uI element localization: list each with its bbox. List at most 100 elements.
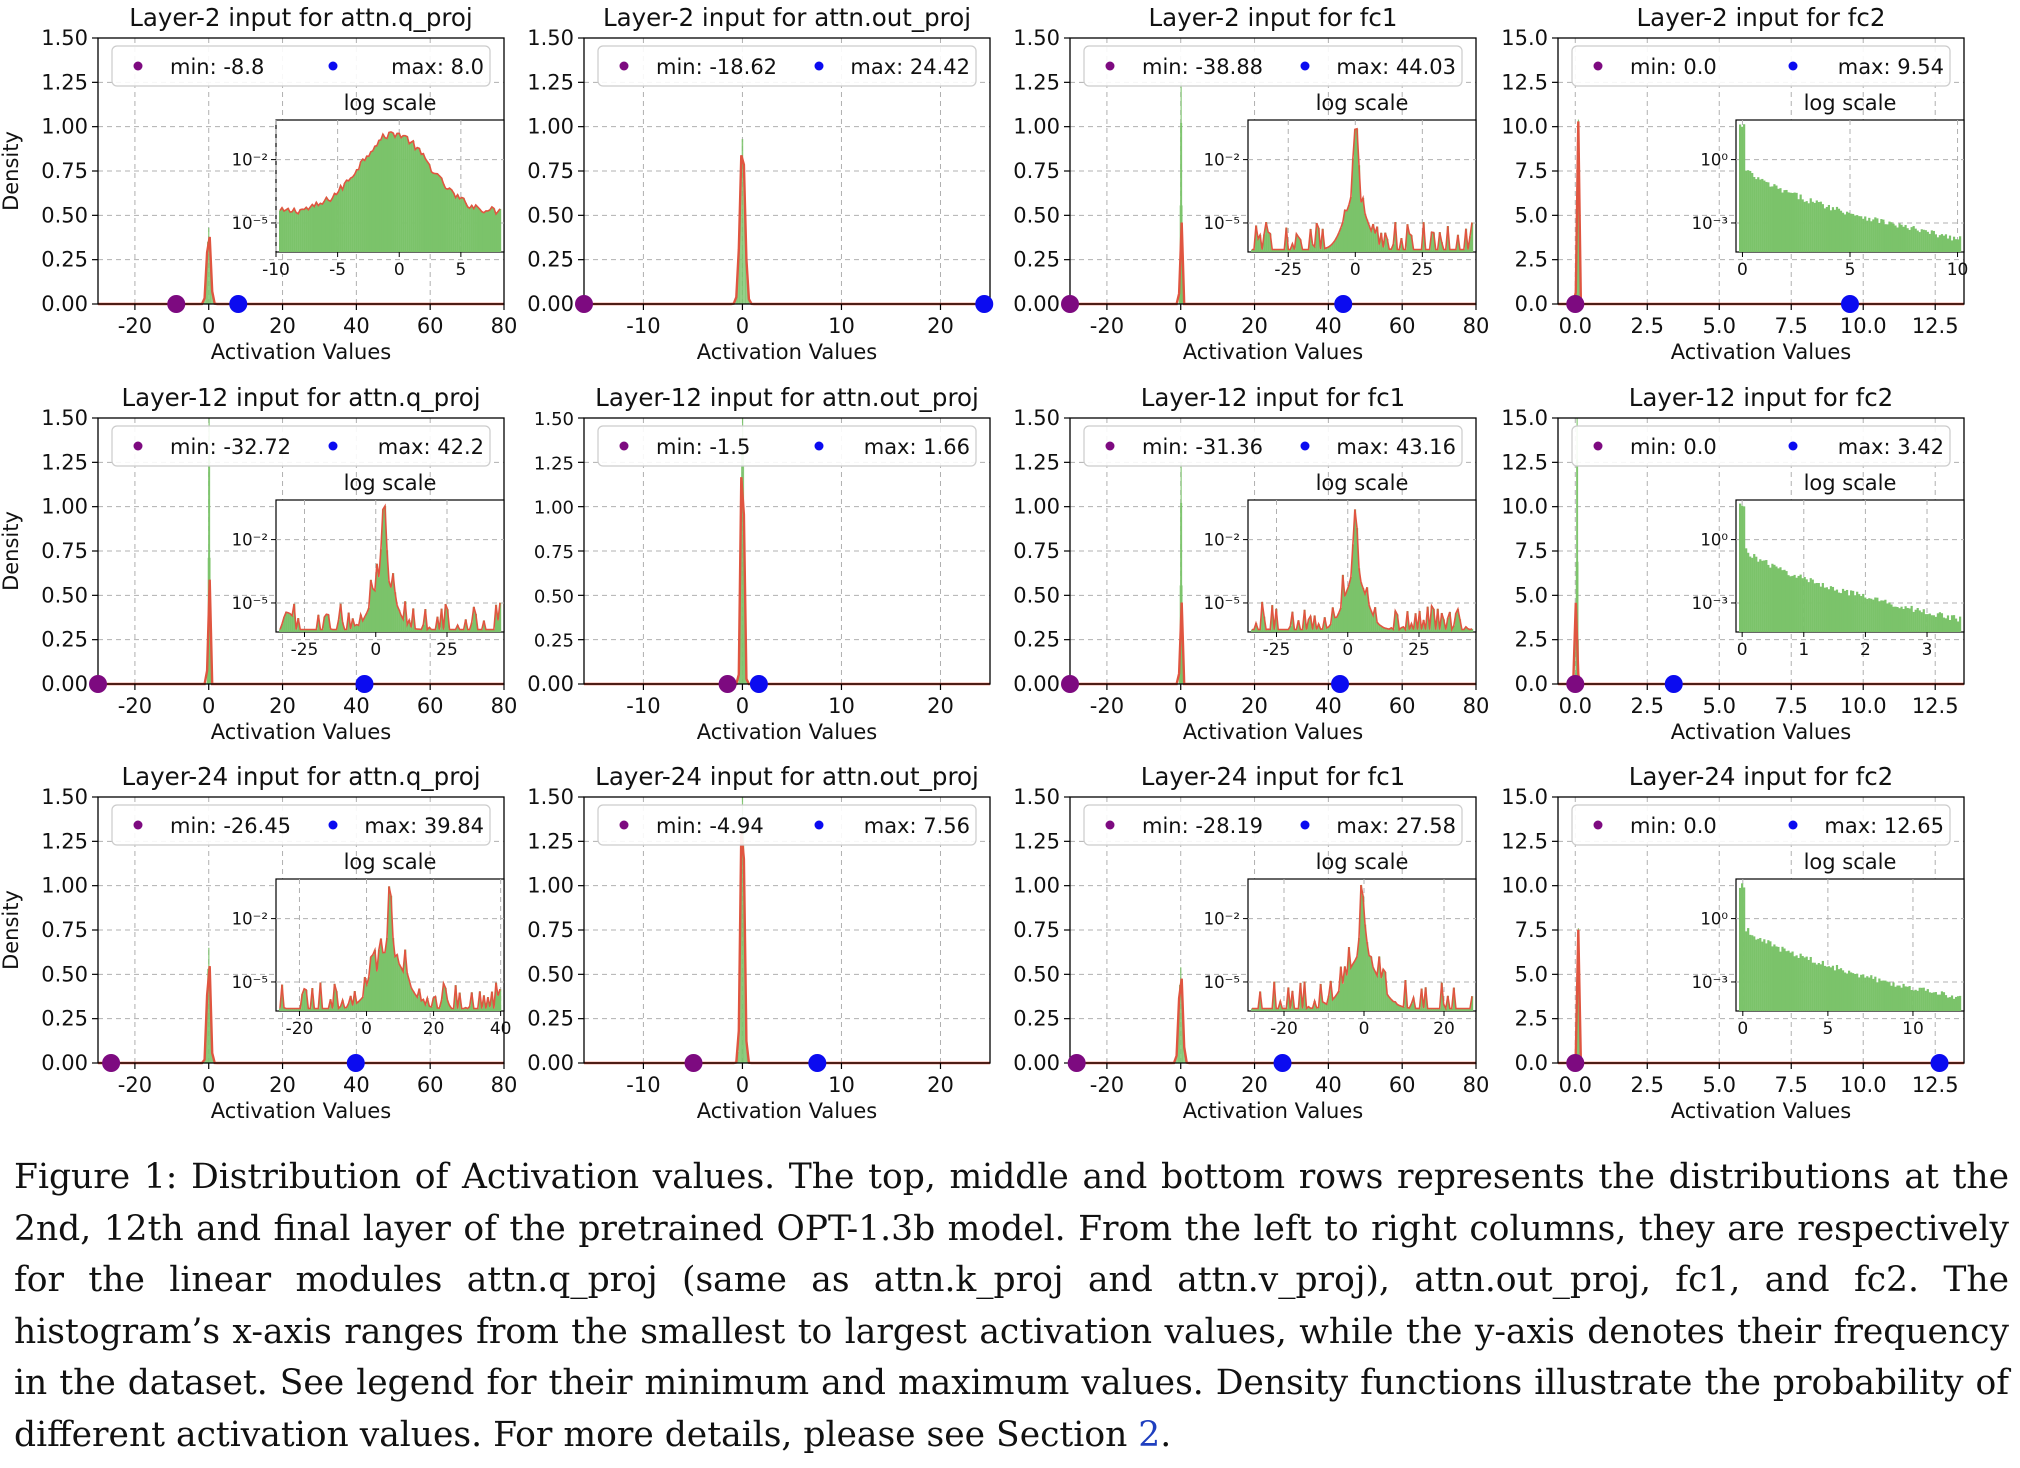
inset-hist-bar (357, 169, 360, 252)
hist-bar (1181, 268, 1183, 304)
inset-hist-bar (1289, 626, 1292, 632)
legend: min: 0.0 max: 12.65 (1571, 804, 1951, 846)
inset-hist-bar (1339, 607, 1343, 632)
legend-min-label: min: -8.8 (170, 55, 264, 79)
inset-hist-bar (1450, 249, 1454, 252)
inset-hist-bar (303, 629, 306, 632)
y-tick-label: 10.0 (1501, 115, 1548, 139)
inset-hist-bar (359, 161, 362, 252)
inset-hist-bar (1353, 960, 1357, 1011)
inset-hist-bar (305, 629, 308, 632)
y-tick-label: 0.25 (41, 248, 88, 272)
inset-hist-bar (1854, 595, 1857, 632)
inset-hist-bar (1271, 605, 1274, 632)
inset-hist-bar (1882, 600, 1885, 632)
inset-hist-bar (1305, 1008, 1308, 1011)
max-marker (975, 295, 994, 313)
inset-hist-bar (309, 629, 312, 632)
inset-hist-bar (1382, 247, 1385, 252)
inset-hist-bar (1303, 981, 1306, 1011)
inset-hist-bar (1440, 242, 1443, 252)
inset-hist-bar (1390, 249, 1393, 252)
inset-hist-bar (1936, 613, 1939, 632)
hist-bar (1180, 967, 1182, 1063)
inset-hist-bar (1301, 629, 1304, 632)
inset-hist-bar (1771, 186, 1774, 252)
inset-hist-bar (1273, 629, 1276, 632)
inset-hist-bar (1829, 967, 1833, 1011)
inset-hist-bar (488, 1007, 492, 1011)
x-tick-label: 0 (202, 314, 215, 338)
legend-max-dot (328, 441, 338, 451)
caption-section-link[interactable]: 2 (1138, 1414, 1161, 1455)
inset-y-tick-label: 10⁻⁵ (1204, 973, 1240, 992)
inset-hist-bar (406, 973, 409, 1011)
inset-hist-bar (279, 629, 282, 632)
inset-hist-bar (377, 577, 381, 632)
inset-hist-bar (482, 620, 486, 632)
legend-min-label: min: -1.5 (656, 435, 750, 459)
inset-hist-bar (359, 614, 362, 632)
hist-bar (740, 831, 742, 1063)
inset-hist-bar (1420, 629, 1423, 632)
inset-hist-bar (1888, 602, 1891, 632)
inset-hist-bar (1815, 582, 1818, 632)
x-tick-label: 0 (1174, 694, 1187, 718)
inset-hist-bar (1432, 1008, 1435, 1011)
inset-title: log scale (1316, 91, 1409, 115)
inset-hist-bar (371, 588, 375, 632)
inset-hist-bar (1392, 1001, 1395, 1011)
legend-max-label: max: 8.0 (391, 55, 484, 79)
inset-hist-bar (460, 1008, 463, 1011)
inset-hist-bar (1414, 613, 1417, 632)
inset-hist-bar (1787, 950, 1790, 1011)
inset-hist-bar (1351, 544, 1355, 632)
y-tick-label: 1.25 (1013, 829, 1060, 853)
inset-hist-bar (1841, 212, 1845, 252)
inset-hist-bar (1301, 1008, 1304, 1011)
x-tick-label: 80 (491, 1073, 518, 1097)
inset-hist-bar (295, 1008, 298, 1011)
inset-hist-bar (1900, 224, 1903, 252)
inset-hist-bar (1797, 957, 1800, 1011)
legend-box (1571, 804, 1951, 846)
inset-hist-bar (412, 140, 415, 252)
inset-hist-bar (381, 509, 385, 632)
inset-hist-bar (1370, 230, 1373, 252)
inset-title: log scale (344, 91, 437, 115)
inset-hist-bar (289, 1008, 292, 1011)
inset-hist-bar (297, 1008, 300, 1011)
y-axis-label: Density (0, 511, 23, 591)
inset-hist-bar (307, 209, 310, 252)
inset-hist-bar (1438, 232, 1441, 252)
x-tick-label: 20 (1241, 314, 1268, 338)
inset-hist-bar (1757, 561, 1760, 632)
inset-hist-bar (367, 156, 371, 252)
x-tick-label: 0 (202, 1073, 215, 1097)
inset-hist-bar (472, 208, 475, 252)
inset-hist-bar (291, 615, 294, 632)
inset-hist-bar (402, 135, 405, 252)
x-tick-label: 5.0 (1703, 1073, 1736, 1097)
inset-hist-bar (293, 208, 296, 252)
inset-hist-bar (1942, 617, 1946, 632)
inset-hist-bar (1898, 985, 1901, 1011)
inset-hist-bar (484, 210, 488, 252)
legend-box (597, 804, 977, 846)
x-tick-label: 40 (343, 314, 370, 338)
inset-hist-bar (1910, 605, 1913, 632)
inset-hist-bar (1335, 617, 1338, 632)
inset-hist-bar (1952, 615, 1956, 632)
inset-hist-bar (387, 886, 391, 1011)
inset-hist-bar (1307, 1006, 1310, 1011)
inset-hist-bar (1458, 619, 1462, 632)
x-axis-label: Activation Values (1183, 1099, 1363, 1123)
inset-hist-bar (1468, 1008, 1472, 1011)
inset-hist-bar (285, 209, 288, 252)
inset-hist-bar (444, 188, 447, 252)
legend-max-label: max: 27.58 (1336, 814, 1456, 838)
inset-hist-bar (1267, 629, 1270, 632)
inset-hist-bar (1864, 597, 1867, 632)
inset-hist-bar (1841, 588, 1845, 632)
hist-bar (210, 672, 212, 684)
